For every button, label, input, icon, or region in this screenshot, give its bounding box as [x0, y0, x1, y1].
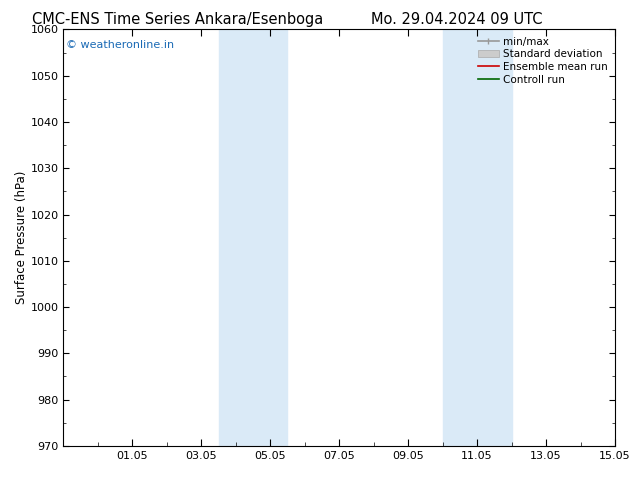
Text: CMC-ENS Time Series Ankara/Esenboga: CMC-ENS Time Series Ankara/Esenboga — [32, 12, 323, 27]
Bar — [219, 29, 287, 446]
Y-axis label: Surface Pressure (hPa): Surface Pressure (hPa) — [15, 171, 28, 304]
Bar — [443, 29, 512, 446]
Text: © weatheronline.in: © weatheronline.in — [66, 40, 174, 50]
Text: Mo. 29.04.2024 09 UTC: Mo. 29.04.2024 09 UTC — [371, 12, 542, 27]
Legend: min/max, Standard deviation, Ensemble mean run, Controll run: min/max, Standard deviation, Ensemble me… — [476, 35, 610, 87]
